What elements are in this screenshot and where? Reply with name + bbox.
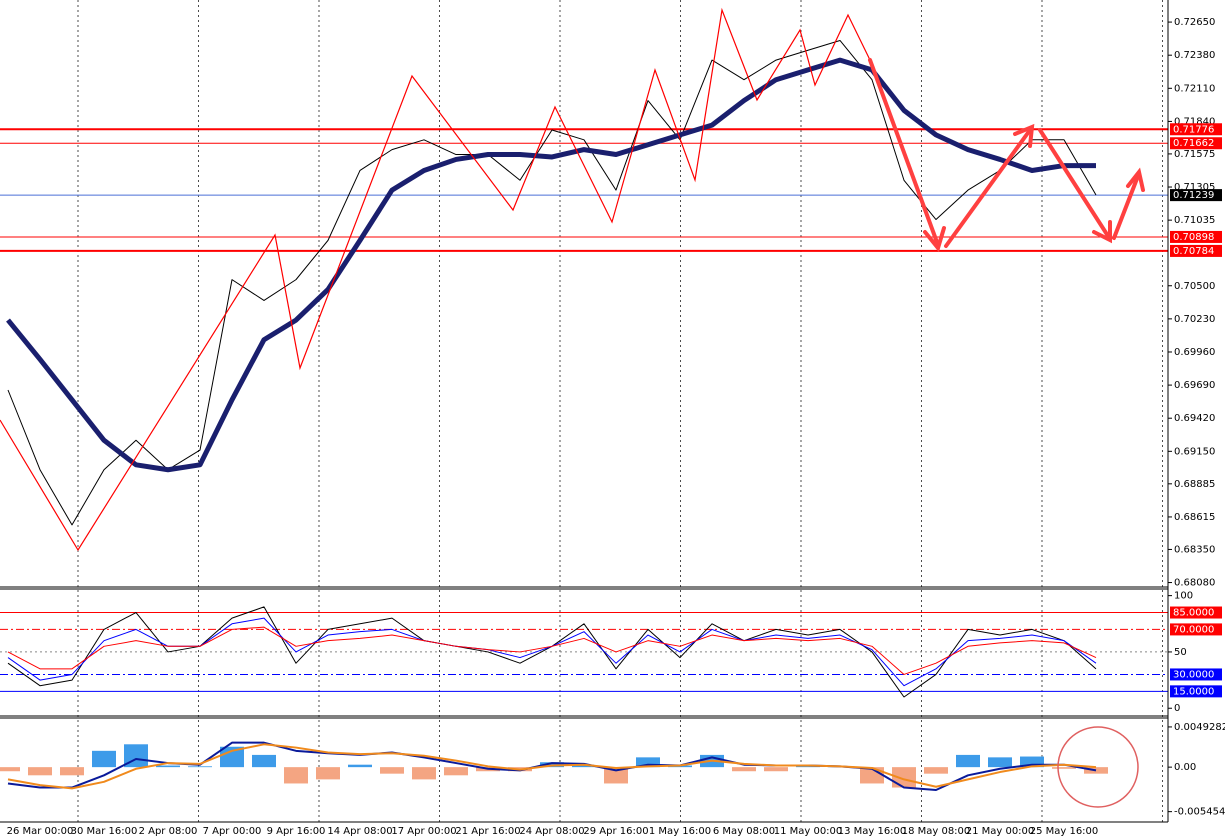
x-tick-label: 25 May 16:00 <box>1030 826 1099 837</box>
histogram-bar <box>92 750 116 768</box>
annotations <box>0 7 1145 808</box>
y-tick-label: 50 <box>1174 647 1187 658</box>
y-tick-label: 0.71035 <box>1174 215 1215 226</box>
y-tick-label: 0.72650 <box>1174 17 1215 28</box>
histogram-bar <box>0 767 20 772</box>
y-tick-label: 0.69420 <box>1174 413 1215 424</box>
histogram-bar <box>988 757 1012 768</box>
frame <box>0 0 1169 823</box>
x-tick-label: 6 May 08:00 <box>713 826 775 837</box>
histogram-bar <box>764 767 788 772</box>
level-label: 85.0000 <box>1173 608 1214 619</box>
histogram-bar <box>636 757 660 768</box>
series-line <box>6 57 1096 473</box>
x-tick-label: 14 Apr 08:00 <box>327 826 392 837</box>
x-tick-label: 13 May 16:00 <box>838 826 907 837</box>
histogram-bar <box>732 767 756 772</box>
y-tick-label: 100 <box>1174 591 1193 602</box>
y-tick-label: 0.69960 <box>1174 347 1215 358</box>
histogram-bar <box>892 767 916 788</box>
x-tick-label: 2 Apr 08:00 <box>139 826 198 837</box>
y-tick-label: 0.0049282 <box>1174 722 1225 733</box>
x-tick-label: 18 May 08:00 <box>902 826 971 837</box>
level-box <box>1170 189 1222 202</box>
histogram-bar <box>1020 756 1044 768</box>
level-box <box>1170 230 1222 243</box>
level-box <box>1170 606 1222 619</box>
highlight-circle <box>1057 726 1139 808</box>
y-tick-label: 0.71840 <box>1174 116 1215 127</box>
histogram-bar <box>156 765 180 768</box>
y-tick-label: 0 <box>1174 703 1180 714</box>
x-tick-label: 24 Apr 08:00 <box>519 826 584 837</box>
x-tick-label: 17 Apr 00:00 <box>391 826 456 837</box>
series-line <box>7 743 1097 790</box>
level-label: 0.70898 <box>1173 232 1214 243</box>
level-label: 0.70784 <box>1173 246 1214 257</box>
histogram-bar <box>316 767 340 780</box>
y-tick-label: 0.69690 <box>1174 380 1215 391</box>
x-tick-label: 29 Apr 16:00 <box>583 826 648 837</box>
y-tick-label: 0.68350 <box>1174 544 1215 555</box>
level-label: 0.71662 <box>1173 138 1214 149</box>
y-tick-label: 0.70230 <box>1174 314 1215 325</box>
zigzag <box>0 7 871 552</box>
histogram-bar <box>412 767 436 780</box>
y-tick-label: 0.00 <box>1174 762 1196 773</box>
series-line <box>7 39 1097 526</box>
level-label: 70.0000 <box>1173 624 1214 635</box>
histogram-bar <box>252 754 276 768</box>
level-label: 30.0000 <box>1173 669 1214 680</box>
x-tick-label: 21 Apr 16:00 <box>455 826 520 837</box>
x-tick-label: 7 Apr 00:00 <box>203 826 262 837</box>
level-box <box>1170 123 1222 136</box>
histogram-bar <box>924 767 948 774</box>
x-tick-label: 26 Mar 00:00 <box>7 826 74 837</box>
y-tick-label: 0.68080 <box>1174 578 1215 589</box>
marks <box>0 39 1168 791</box>
histogram-bar <box>380 767 404 774</box>
series-line <box>7 626 1097 675</box>
histogram-bar <box>284 767 308 784</box>
x-tick-label: 21 May 00:00 <box>966 826 1035 837</box>
labels: 0.72650 0.72380 0.72110 0.71840 0.71575 0.713… <box>7 17 1225 837</box>
grid <box>0 0 1172 822</box>
histogram-bar <box>220 746 244 768</box>
histogram-bar <box>444 767 468 776</box>
level-box <box>1170 668 1222 681</box>
histogram-bar <box>188 766 212 768</box>
level-label: 15.0000 <box>1173 686 1214 697</box>
y-tick-label: 0.72380 <box>1174 50 1215 61</box>
y-tick-label: 0.68615 <box>1174 512 1215 523</box>
y-tick-label: 0.68885 <box>1174 479 1215 490</box>
x-tick-label: 9 Apr 16:00 <box>267 826 326 837</box>
y-tick-label: 0.71575 <box>1174 149 1215 160</box>
histogram-bar <box>60 767 84 776</box>
y-tick-label: 0.69150 <box>1174 446 1215 457</box>
level-box <box>1170 137 1222 150</box>
level-box <box>1170 685 1222 698</box>
x-tick-label: 1 May 16:00 <box>649 826 711 837</box>
x-tick-label: 30 Mar 16:00 <box>71 826 138 837</box>
y-tick-label: 0.71305 <box>1174 182 1215 193</box>
histogram-bar <box>348 764 372 768</box>
histogram-bar <box>956 754 980 768</box>
y-tick-label: -0.005454 <box>1174 807 1225 818</box>
level-box <box>1170 244 1222 257</box>
level-box <box>1170 623 1222 636</box>
histogram-bar <box>604 767 628 784</box>
level-label: 0.71239 <box>1173 190 1214 201</box>
histogram-bar <box>28 767 52 776</box>
x-tick-label: 11 May 00:00 <box>774 826 843 837</box>
histogram-bar <box>572 765 596 768</box>
arrows <box>868 58 1145 253</box>
level-label: 0.71776 <box>1173 124 1214 135</box>
y-tick-label: 0.70500 <box>1174 281 1215 292</box>
histogram-bar <box>1052 767 1076 769</box>
y-tick-label: 0.72110 <box>1174 83 1215 94</box>
